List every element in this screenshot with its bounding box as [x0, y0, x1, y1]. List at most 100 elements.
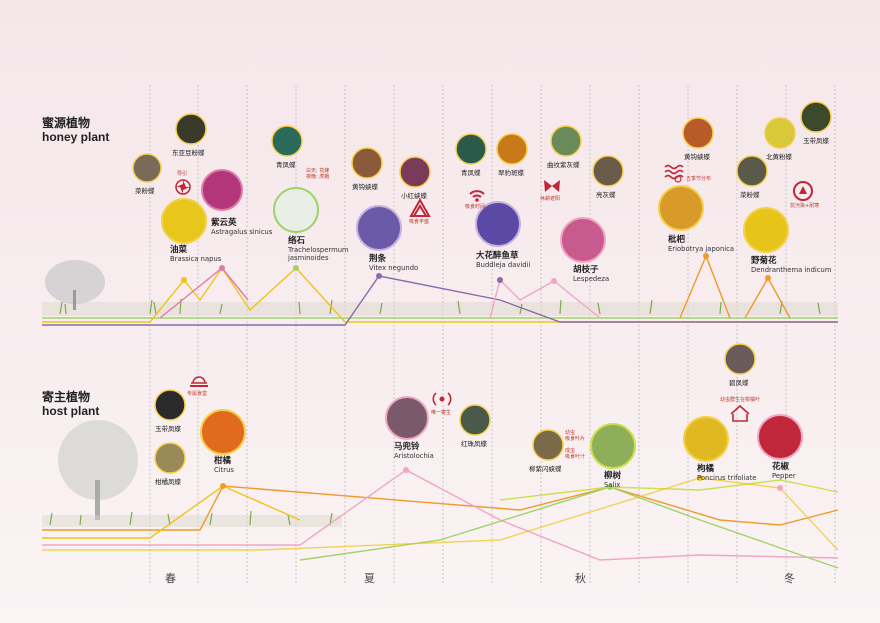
- bfly-label-b10: 黄钩蛱蝶: [684, 153, 710, 161]
- bfly-b2: [132, 153, 162, 183]
- snowflake-icon: [674, 175, 682, 183]
- photo-vitex: [356, 205, 402, 251]
- house-icon: [730, 404, 750, 422]
- bfly-b6: [455, 133, 487, 165]
- label-salix: 柳树 Salix: [604, 471, 622, 489]
- photo-milkvetch: [201, 169, 243, 211]
- bfly-h5: [724, 343, 756, 375]
- bfly-b1: [175, 113, 207, 145]
- note-cold: 抗污染+耐寒: [790, 203, 820, 209]
- label-rape: 油菜 Brassica napus: [170, 245, 222, 263]
- red-icons: [175, 164, 813, 422]
- label-milkvetch: 紫云英 Astragalus sinicus: [211, 218, 273, 236]
- honey-plant-photos: [161, 169, 789, 284]
- bfly-label-b8: 曲纹紫灰蝶: [547, 161, 580, 169]
- photo-jasmine: [273, 187, 319, 233]
- pinwheel-icon: [175, 179, 191, 195]
- note-time: 吸食时间: [465, 204, 486, 210]
- dining-icon: [190, 376, 208, 387]
- bfly-label-b7: 翠豹斑蝶: [498, 169, 524, 177]
- note-day-night: 白天: 花蜂 夜晚: 虎蛾: [306, 168, 330, 180]
- honey-section-title: 蜜源植物 honey plant: [42, 116, 109, 144]
- bfly-h2: [154, 442, 186, 474]
- label-chrysanthemum: 野菊花 Dendranthema indicum: [751, 256, 832, 274]
- photo-aristolochia: [385, 396, 429, 440]
- bfly-b13: [800, 101, 832, 133]
- host-section-title: 寄主植物 host plant: [42, 390, 99, 418]
- honey-title-cn: 蜜源植物: [42, 116, 91, 130]
- bfly-label-h5: 碧凤蝶: [729, 379, 749, 387]
- label-buddleja: 大花醉鱼草 Buddleja davidii: [476, 251, 531, 269]
- season-spring: 春: [165, 572, 176, 585]
- bfly-b10: [682, 117, 714, 149]
- label-pepper: 花椒 Pepper: [772, 462, 796, 480]
- honey-ground: [42, 260, 838, 316]
- butterfly-icon: [544, 180, 560, 192]
- note-guide: 导引: [177, 171, 188, 177]
- bfly-label-b6: 青凤蝶: [461, 169, 481, 177]
- photo-rape: [161, 198, 207, 244]
- bfly-b12: [764, 117, 796, 149]
- bfly-label-b5: 小红蛱蝶: [401, 192, 427, 200]
- bfly-b3: [271, 125, 303, 157]
- note-citrus-leaf: 幼虫群生在柑橘叶: [720, 397, 761, 403]
- bfly-b4: [351, 147, 383, 179]
- honey-title-en: honey plant: [42, 130, 110, 144]
- wifi-icon: [469, 190, 485, 202]
- label-lespedeza: 胡枝子 Lespedeza: [573, 265, 610, 283]
- note-feeding: 吸食丰盛: [409, 219, 430, 225]
- note-seasons: 五季节分布: [686, 176, 712, 182]
- photo-loquat: [658, 185, 704, 231]
- bfly-label-h3: 红珠凤蝶: [461, 440, 487, 448]
- season-autumn: 秋: [575, 572, 586, 585]
- bfly-b11: [736, 155, 768, 187]
- bfly-b7: [496, 133, 528, 165]
- host-title-cn: 寄主植物: [42, 390, 91, 404]
- time-grid: [149, 85, 836, 585]
- bfly-label-b11: 菜粉蝶: [740, 191, 760, 199]
- label-poncirus: 枸橘 Poncirus trifoliate: [697, 464, 757, 482]
- photo-poncirus: [683, 416, 729, 462]
- recycle-icon: [793, 181, 813, 201]
- photo-buddleja: [475, 201, 521, 247]
- bfly-label-b3: 青凤蝶: [276, 161, 296, 169]
- bfly-label-b1: 东亚豆粉蝶: [172, 149, 205, 157]
- bfly-h4: [532, 429, 564, 461]
- honey-butterfly-photos: [132, 101, 832, 188]
- note-larva: 幼虫 吸食叶片: [565, 430, 586, 442]
- bfly-label-b2: 菜粉蝶: [135, 187, 155, 195]
- bfly-label-b4: 黄钩蛱蝶: [352, 183, 378, 191]
- host-butterfly-photos: [154, 343, 756, 474]
- bfly-label-b9: 亮灰蝶: [596, 191, 616, 199]
- label-jasmine: 络石 Trachelospermum jasminoides: [288, 236, 349, 262]
- waves-icon: [664, 164, 684, 180]
- note-adult: 成虫 吸食叶汁: [565, 448, 586, 460]
- bfly-b8: [550, 125, 582, 157]
- label-vitex: 荆条 Vitex negundo: [369, 254, 419, 272]
- signal-icon: [432, 392, 452, 406]
- bfly-b5: [399, 156, 431, 188]
- bfly-label-b12: 北黄粉蝶: [766, 153, 792, 161]
- host-ground: [42, 420, 342, 527]
- host-plant-photos: [200, 396, 803, 491]
- season-summer: 夏: [364, 572, 375, 585]
- season-winter: 冬: [784, 572, 795, 585]
- bfly-h1: [154, 389, 186, 421]
- host-title-en: host plant: [42, 404, 100, 418]
- bfly-label-h2: 柑橘凤蝶: [155, 478, 181, 486]
- bfly-label-h4: 柳紫闪蛱蝶: [529, 465, 562, 473]
- note-parasite: 唯一寄生: [431, 410, 452, 416]
- photo-salix: [590, 423, 636, 469]
- tent-icon: [409, 197, 431, 217]
- label-loquat: 枇杷 Eriobotrya japonica: [668, 235, 735, 253]
- note-canteen: 专属食堂: [187, 391, 208, 397]
- photo-pepper: [757, 414, 803, 460]
- photo-lespedeza: [560, 217, 606, 263]
- label-aristolochia: 马兜铃 Aristolochia: [394, 442, 434, 460]
- bfly-b9: [592, 155, 624, 187]
- label-citrus: 柑橘 Citrus: [214, 456, 234, 474]
- photo-citrus: [200, 409, 246, 455]
- photo-chrysanthemum: [743, 207, 789, 253]
